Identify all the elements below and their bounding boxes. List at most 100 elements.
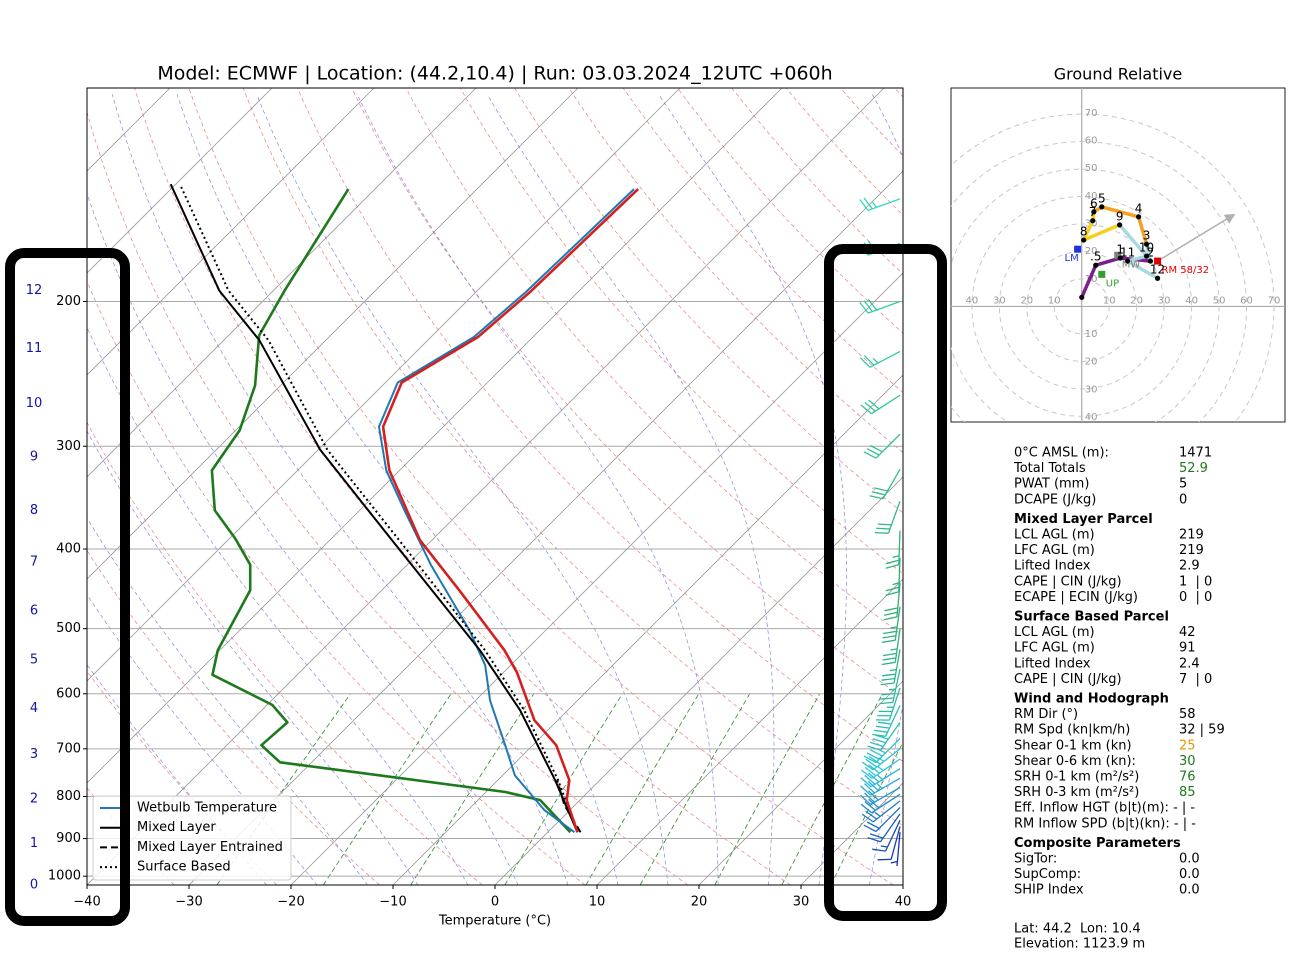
height-label: 4	[30, 701, 38, 716]
hodograph-point	[1081, 237, 1087, 243]
wind-barb	[863, 807, 901, 833]
barb-staff	[890, 832, 901, 867]
barb-staff	[869, 468, 901, 500]
wind-barb	[859, 197, 901, 212]
wind-barb	[860, 793, 901, 814]
storm-motion-label: UP	[1106, 278, 1119, 289]
wind-barb	[877, 826, 901, 861]
parameter-value: 58	[1179, 707, 1196, 722]
hodograph-tick-label: 70	[1085, 108, 1098, 119]
barb-staff	[860, 793, 901, 814]
parameter-label: LCL AGL (m)	[1014, 625, 1095, 640]
wind-barb	[879, 668, 901, 705]
hodograph-segment	[1125, 259, 1160, 280]
isotherm	[87, 88, 375, 376]
wind-barb	[863, 738, 901, 764]
lat-lon: Lat: 44.2 Lon: 10.4	[1014, 922, 1141, 937]
parameter-value: 2.9	[1179, 559, 1200, 574]
y-tick-label: 900	[56, 831, 81, 846]
y-tick-label: 300	[56, 439, 81, 454]
parameter-label: 0°C AMSL (m):	[1014, 446, 1109, 461]
moist-adiabat	[111, 94, 569, 885]
wind-barb	[860, 768, 901, 788]
wind-barb	[859, 298, 901, 314]
legend-label: Wetbulb Temperature	[137, 801, 277, 816]
barb-staff	[880, 649, 901, 686]
hodograph-point-label: 12	[1150, 263, 1165, 277]
wind-barb	[872, 705, 901, 737]
height-label: 11	[26, 341, 43, 356]
wind-barb	[860, 786, 901, 806]
hodograph-ring	[1026, 250, 1138, 362]
hodograph-point	[1147, 258, 1154, 264]
wind-barb	[869, 468, 901, 500]
wind-barb	[859, 350, 901, 368]
x-tick-label: 30	[793, 895, 810, 910]
storm-motion-marker	[1154, 257, 1162, 265]
hodograph-segment	[1081, 218, 1095, 242]
parameter-value: 7 | 0	[1179, 672, 1212, 687]
parameter-label: Lifted Index	[1014, 656, 1091, 671]
hodograph-point	[1143, 253, 1150, 259]
hodograph-tick-label: 70	[1268, 295, 1281, 306]
wind-barb	[861, 800, 901, 823]
parameter-label: Lifted Index	[1014, 559, 1091, 574]
hodograph-segment	[1117, 223, 1149, 258]
hodograph-tick-label: 30	[1085, 384, 1098, 395]
wind-barb	[867, 813, 901, 843]
wind-barb	[872, 819, 901, 852]
hodograph-point	[1091, 209, 1097, 215]
barb-staff	[875, 687, 901, 721]
hodograph-tick-label: 40	[966, 295, 979, 306]
parameter-label: CAPE | CIN (J/kg)	[1014, 672, 1122, 687]
profile-line	[556, 779, 582, 833]
barb-staff	[863, 433, 901, 459]
section-title: Wind and Hodograph	[1014, 692, 1169, 707]
hodograph-tick-label: 60	[1085, 136, 1098, 147]
highlight-box	[5, 248, 130, 926]
barb-staff	[860, 758, 901, 779]
parameter-label: RM Spd (kn|km/h)	[1014, 723, 1130, 738]
chart-title: Model: ECMWF | Location: (44.2,10.4) | R…	[157, 63, 832, 85]
barb-staff	[861, 800, 901, 823]
profile-line	[169, 183, 579, 833]
height-label: 10	[26, 396, 43, 411]
barb-staff	[859, 350, 901, 368]
legend-label: Mixed Layer	[137, 820, 216, 835]
moist-adiabat	[176, 94, 619, 885]
wind-barbs	[859, 197, 901, 867]
hodograph-ring	[951, 168, 1220, 422]
parameter-value: 42	[1179, 625, 1196, 640]
hodograph-point	[1117, 222, 1123, 228]
hodograph-point-label: 6	[1090, 196, 1098, 210]
wind-barb	[860, 758, 901, 779]
mixing-ratio-line	[781, 693, 883, 885]
hodograph-segment	[1136, 215, 1149, 246]
y-tick-label: 800	[56, 789, 81, 804]
parameter-label: RM Dir (°)	[1014, 707, 1078, 722]
wind-barb	[875, 687, 901, 721]
parameter-panel: Lat: 44.2 Lon: 10.4 Elevation: 1123.9 m …	[1013, 446, 1225, 952]
hodograph-point-label: 5	[1098, 191, 1106, 205]
hodograph-segment	[1144, 242, 1153, 263]
parameter-value: 0.0	[1179, 883, 1200, 898]
barb-staff	[881, 628, 901, 666]
wind-barb	[881, 606, 901, 644]
parameter-label: LCL AGL (m)	[1014, 528, 1095, 543]
mixing-ratio-line	[322, 693, 452, 885]
hodograph-tick-label: 50	[1085, 163, 1098, 174]
y-tick-label: 1000	[48, 869, 81, 884]
hodograph-point	[1117, 255, 1123, 261]
parameter-value: 219	[1179, 543, 1204, 558]
moist-adiabat	[87, 192, 519, 885]
parameter-label: Shear 0-1 km (kn)	[1014, 738, 1132, 753]
dry-adiabat	[87, 280, 586, 885]
wind-barb	[890, 832, 901, 867]
barb-staff	[874, 501, 901, 534]
hodograph-ring	[998, 223, 1165, 390]
parameter-value: 0	[1179, 492, 1187, 507]
hodograph-point	[1090, 218, 1096, 224]
height-label: 2	[30, 792, 38, 807]
legend-label: Surface Based	[137, 860, 231, 875]
